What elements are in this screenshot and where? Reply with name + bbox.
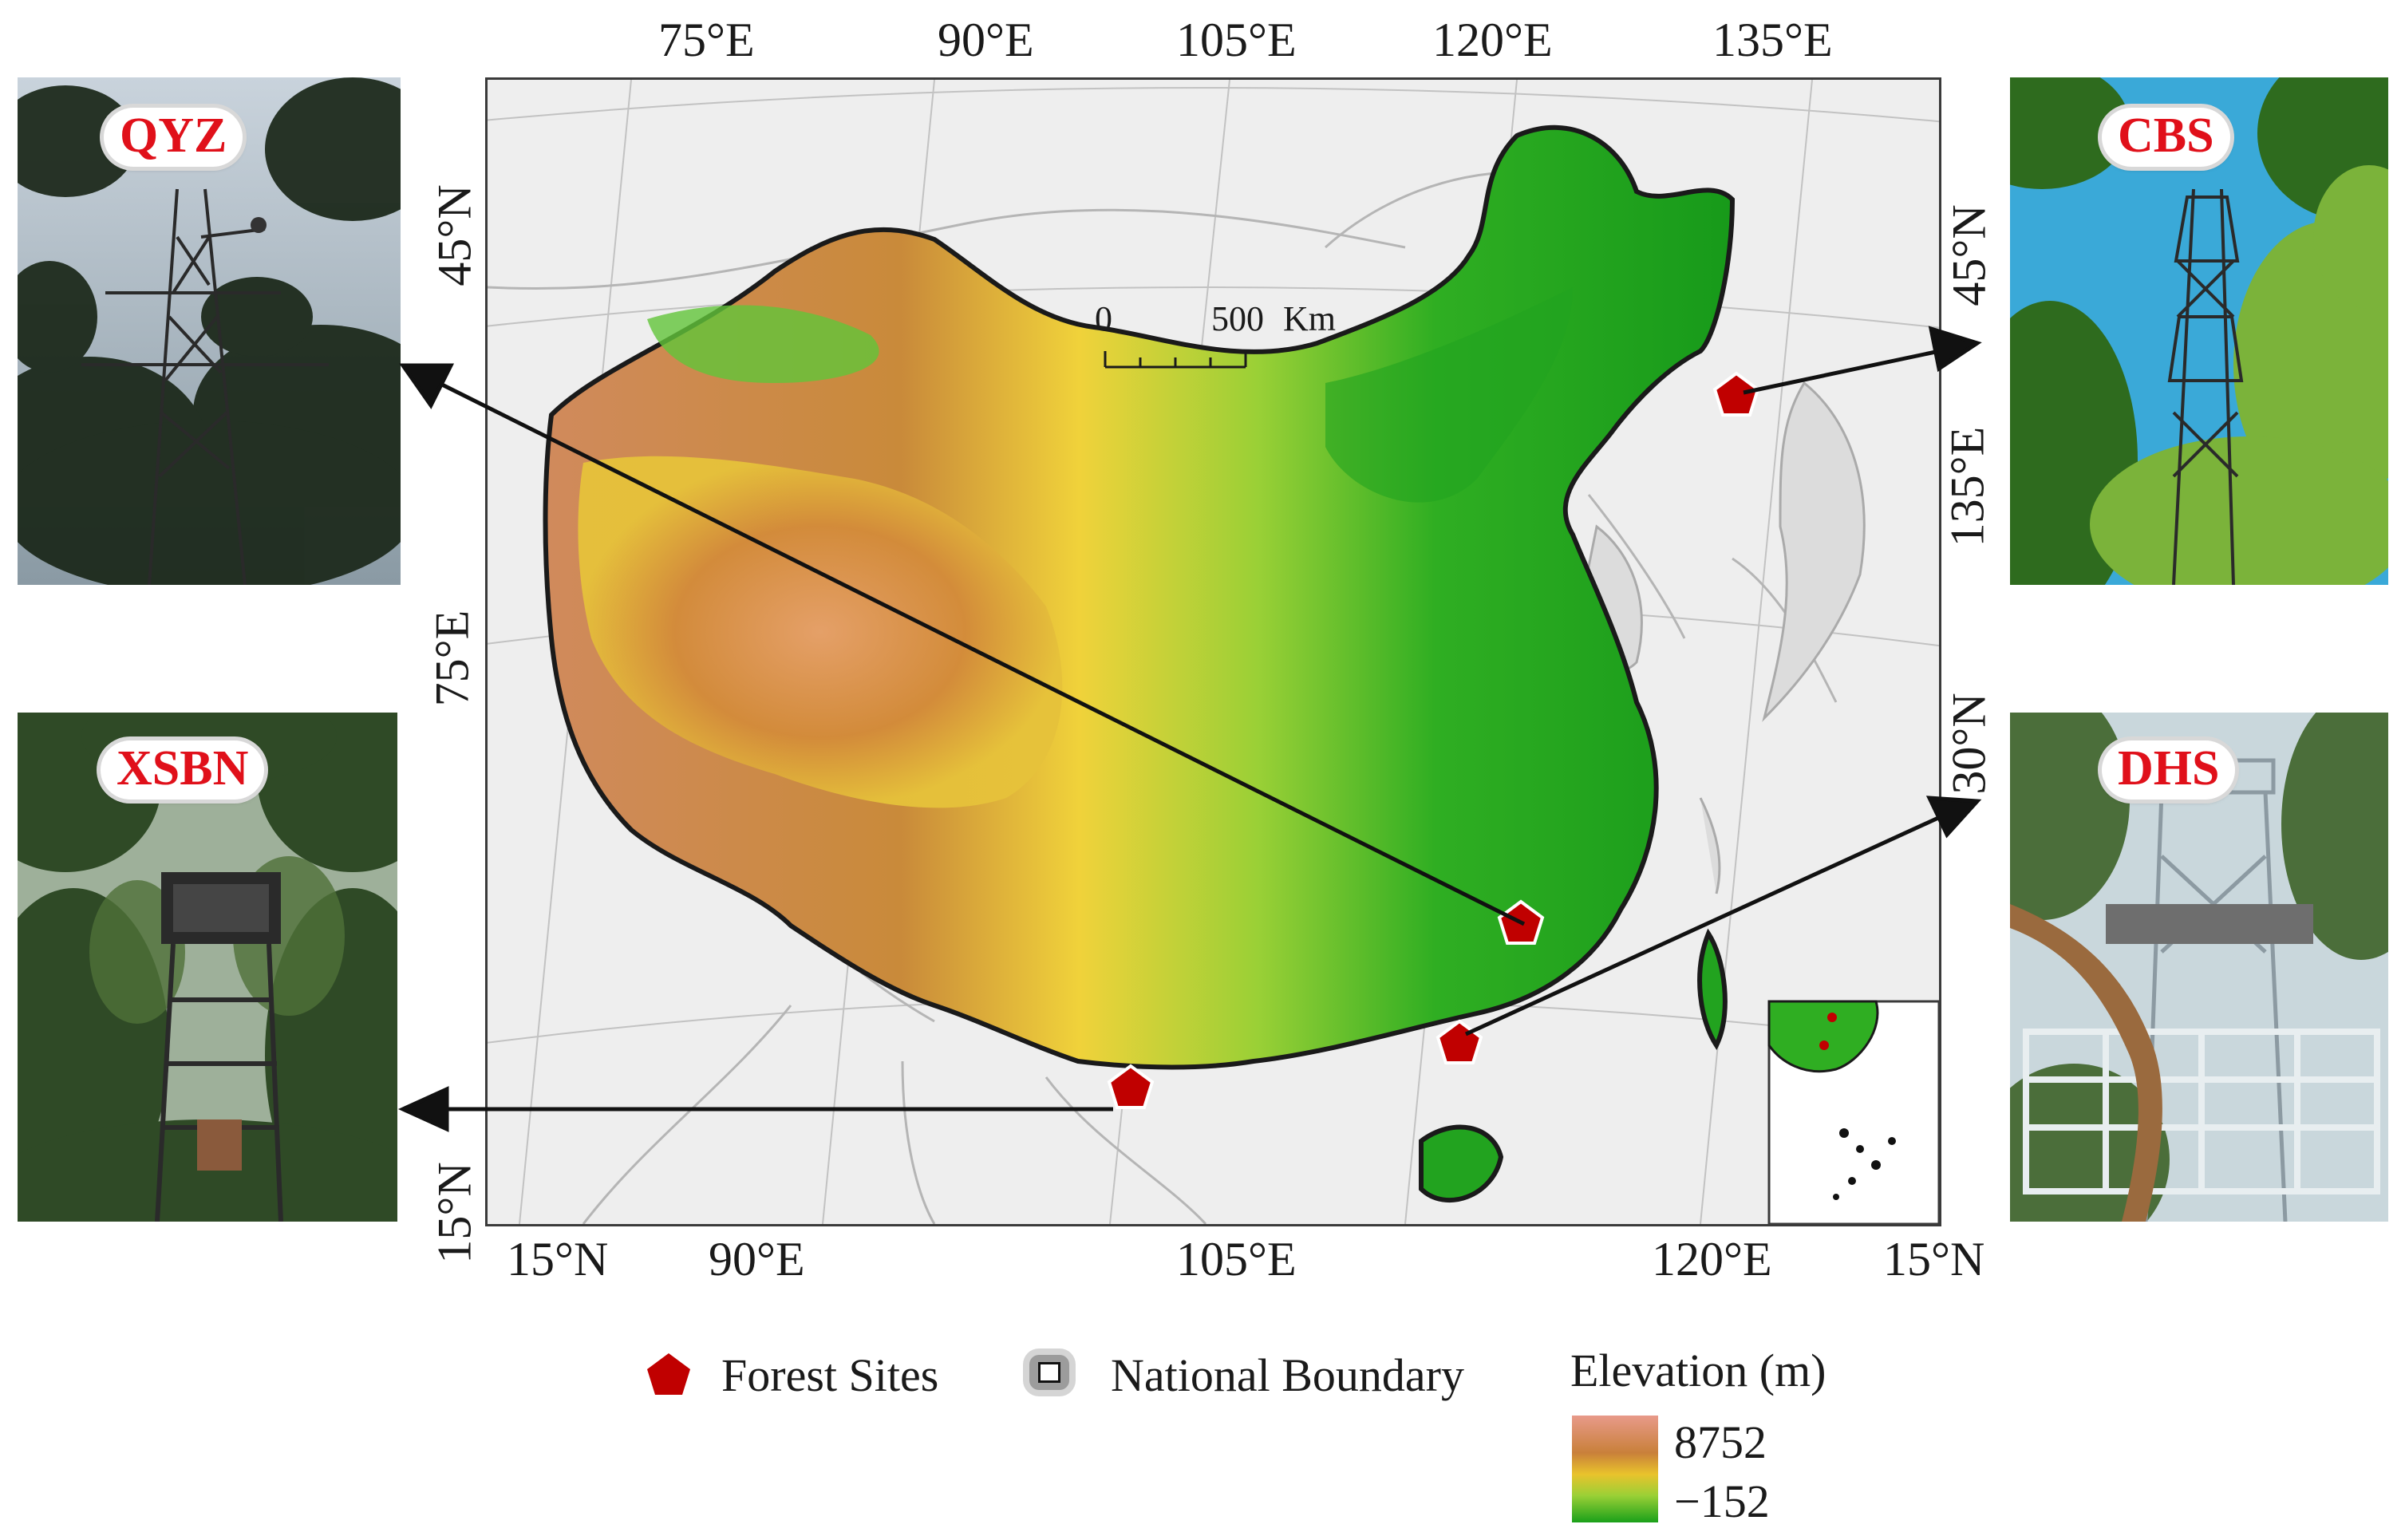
coord-left-2: 75°E	[425, 610, 479, 707]
coord-left-3: 15°N	[428, 1162, 481, 1264]
map-panel	[485, 77, 1941, 1226]
coord-bottom-1: 15°N	[507, 1233, 609, 1285]
site-tag-cbs: CBS	[2102, 108, 2230, 167]
legend-forest-site-icon	[647, 1353, 690, 1395]
legend-elevation-min: −152	[1674, 1475, 1770, 1527]
china-landmass	[543, 124, 1736, 1070]
legend-forest-sites-label: Forest Sites	[721, 1349, 939, 1401]
islands-china	[1419, 928, 1728, 1203]
inset-south-china-sea	[1767, 1000, 1939, 1224]
site-tag-dhs: DHS	[2102, 740, 2236, 800]
legend-boundary-icon	[1029, 1355, 1069, 1390]
scale-label-zero: 0	[1095, 299, 1112, 338]
coord-bottom-4: 120°E	[1652, 1233, 1772, 1285]
coord-top-2: 90°E	[938, 14, 1034, 66]
coord-bottom-5: 15°N	[1883, 1233, 1985, 1285]
scale-label-unit: Km	[1283, 299, 1336, 338]
coord-top-3: 105°E	[1176, 14, 1297, 66]
coord-right-2: 135°E	[1941, 426, 1994, 547]
site-tag-qyz: QYZ	[104, 108, 243, 167]
legend-elevation-title: Elevation (m)	[1570, 1345, 1826, 1396]
map-canvas	[488, 80, 1939, 1224]
coord-top-1: 75°E	[658, 14, 755, 66]
coord-left-1: 45°N	[428, 184, 481, 286]
coord-bottom-3: 105°E	[1176, 1233, 1297, 1285]
photo-cbs	[2010, 77, 2388, 585]
coord-right-1: 45°N	[1942, 204, 1996, 306]
coord-top-5: 135°E	[1712, 14, 1833, 66]
coord-right-3: 30°N	[1942, 693, 1996, 795]
legend-elevation-max: 8752	[1674, 1416, 1767, 1468]
coord-top-4: 120°E	[1432, 14, 1553, 66]
legend-national-boundary-label: National Boundary	[1111, 1349, 1464, 1401]
scale-label-max: 500	[1211, 299, 1264, 338]
scale-bar	[1104, 351, 1247, 369]
elevation-colorbar	[1572, 1416, 1658, 1522]
coord-bottom-2: 90°E	[709, 1233, 805, 1285]
site-tag-xsbn: XSBN	[101, 740, 265, 800]
site-marker-xsbn	[1107, 1064, 1155, 1109]
site-marker-cbs	[1712, 371, 1760, 417]
